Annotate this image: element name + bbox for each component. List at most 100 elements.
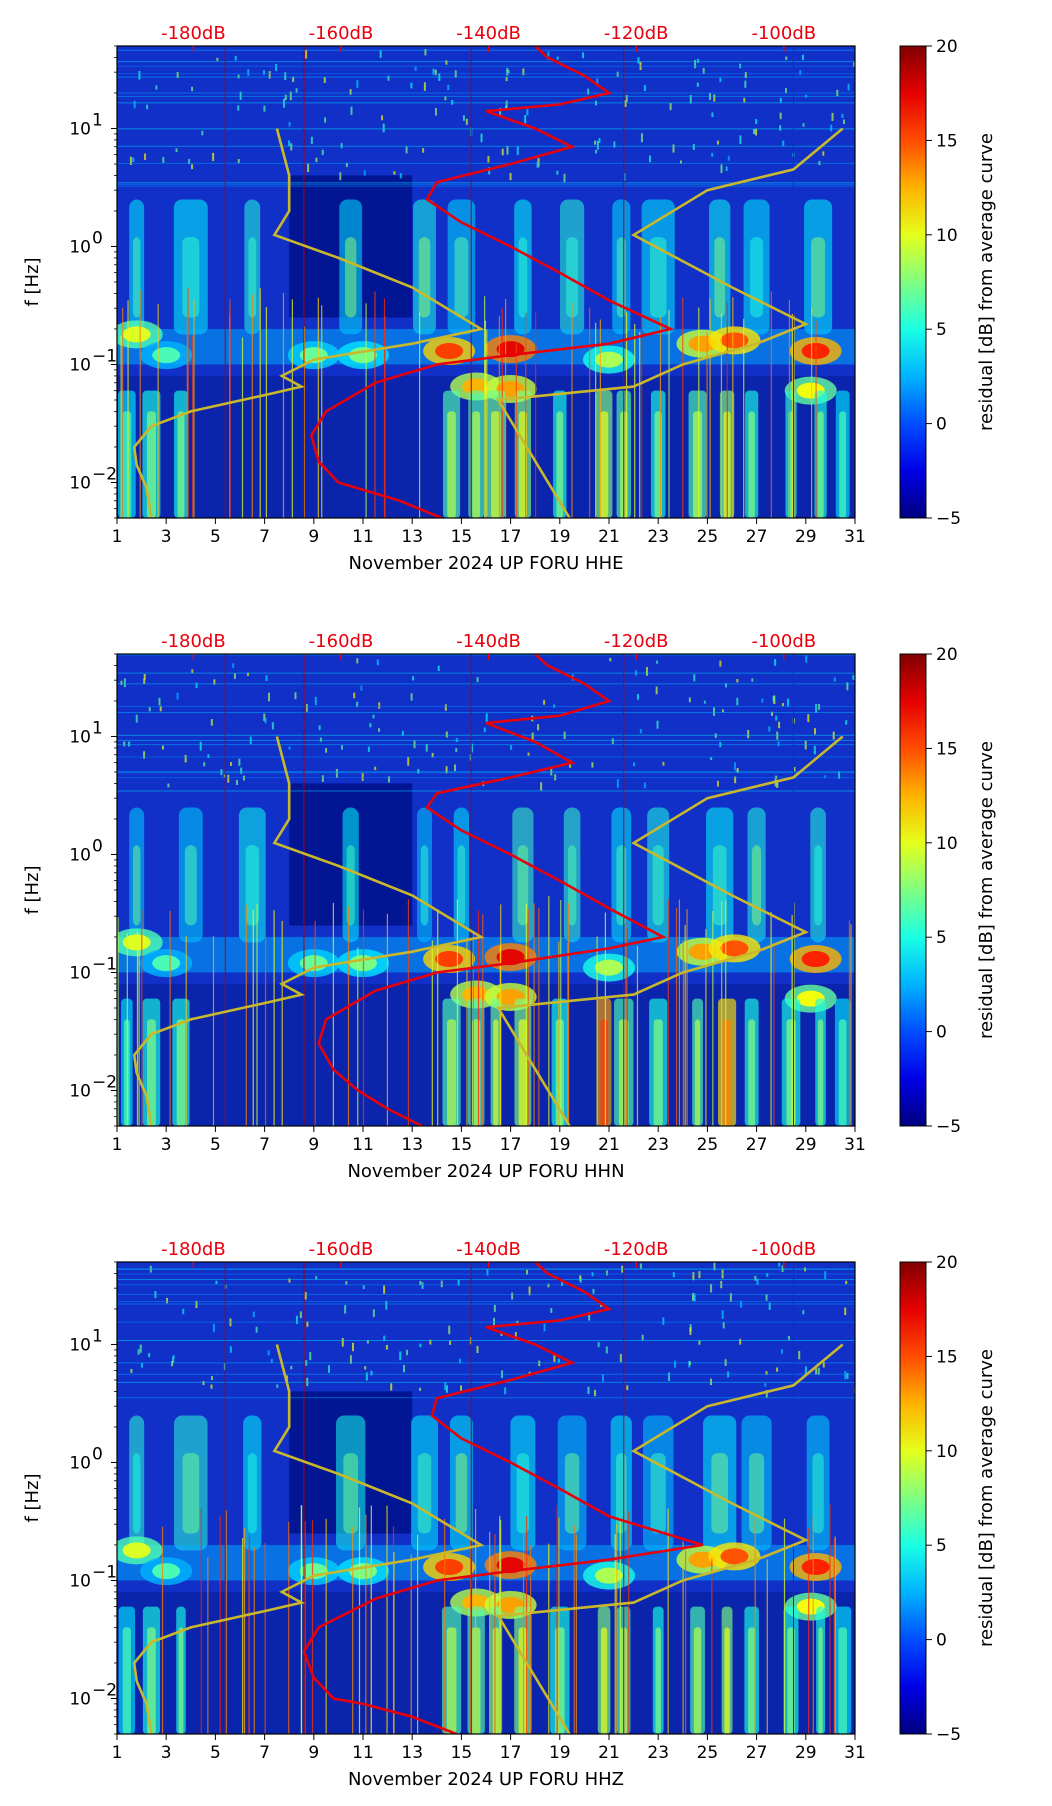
x-tick-label: 17 xyxy=(500,1743,522,1763)
colorbar-label: residual [dB] from average curve xyxy=(976,133,997,431)
hf-speckle xyxy=(802,123,805,127)
hf-speckle xyxy=(143,674,146,680)
hf-speckle xyxy=(290,143,293,151)
hf-speckle xyxy=(319,737,322,742)
energy-spot xyxy=(122,326,151,343)
hf-speckle xyxy=(500,1332,503,1336)
low-freq-column-core xyxy=(147,1627,156,1734)
hf-speckle xyxy=(405,146,408,154)
yellow-curve-left xyxy=(132,128,485,518)
hf-speckle xyxy=(516,1320,519,1325)
hf-speckle xyxy=(363,170,366,176)
colorbar-tick-label: 15 xyxy=(936,131,958,151)
low-freq-column-core xyxy=(122,411,132,518)
yellow-curve-right xyxy=(496,735,844,1126)
db-scale-label: -160dB xyxy=(309,1239,374,1260)
x-tick-label: 1 xyxy=(112,1135,123,1155)
energy-spot xyxy=(720,940,749,957)
x-tick-label: 17 xyxy=(500,527,522,547)
hf-speckle xyxy=(130,1368,133,1373)
hf-speckle xyxy=(419,1343,422,1348)
hf-speckle xyxy=(597,1342,600,1348)
db-scale-label: -160dB xyxy=(309,631,374,652)
hf-speckle xyxy=(462,115,465,121)
hf-speckle xyxy=(309,1352,312,1361)
yellow-curve-right xyxy=(496,127,844,518)
energy-spot xyxy=(595,1567,623,1584)
hf-speckle xyxy=(365,1372,368,1381)
hf-speckle xyxy=(288,122,291,127)
hf-speckle xyxy=(378,728,381,732)
hf-speckle xyxy=(369,723,372,728)
hf-speckle xyxy=(688,697,691,703)
hf-speckle xyxy=(506,67,509,76)
hf-speckle xyxy=(556,56,559,60)
plume-core xyxy=(457,845,466,926)
hf-speckle xyxy=(382,123,385,133)
hf-speckle xyxy=(616,779,619,788)
db-scale-label: -100dB xyxy=(751,1239,816,1260)
plume-core xyxy=(182,237,200,318)
hf-speckle xyxy=(505,76,508,82)
x-tick-label: 7 xyxy=(259,1743,270,1763)
energy-spot xyxy=(595,351,623,368)
x-tick-label: 25 xyxy=(697,1135,719,1155)
hf-speckle xyxy=(626,1385,629,1391)
hf-speckle xyxy=(401,730,404,736)
hf-speckle xyxy=(429,1339,432,1345)
hf-speckle xyxy=(765,1371,768,1375)
energy-spot xyxy=(152,1563,181,1580)
hf-speckle xyxy=(202,1381,205,1386)
hf-speckle xyxy=(563,173,566,183)
plume-core xyxy=(417,1453,432,1534)
spectrogram xyxy=(117,654,855,1126)
yellow-curve-right xyxy=(496,1343,844,1734)
hf-speckle xyxy=(120,680,123,685)
plume-core xyxy=(650,1453,666,1534)
hf-speckle xyxy=(538,1360,541,1367)
hf-speckle xyxy=(744,80,747,88)
hf-speckle xyxy=(777,741,780,747)
hf-speckle xyxy=(372,1309,375,1318)
hf-speckle xyxy=(144,153,147,161)
hf-speckle xyxy=(703,700,706,704)
low-freq-column-core xyxy=(518,1627,528,1734)
hf-speckle xyxy=(234,56,237,61)
hf-speckle xyxy=(547,1283,550,1288)
hf-speckle xyxy=(353,692,356,699)
hf-speckle xyxy=(263,70,266,75)
low-freq-column-core xyxy=(146,411,156,518)
hf-speckle xyxy=(132,157,135,163)
hf-speckle xyxy=(407,756,410,766)
colorbar-tick-label: 0 xyxy=(936,1631,947,1651)
y-tick-label: 10 xyxy=(69,1335,91,1355)
x-tick-label: 7 xyxy=(259,1135,270,1155)
hf-speckle xyxy=(805,655,808,663)
plume-core xyxy=(132,237,141,318)
plume-core xyxy=(750,237,764,318)
hf-speckle xyxy=(736,678,739,683)
y-tick-exponent: −1 xyxy=(92,954,117,974)
hf-speckle xyxy=(697,58,700,63)
plume-core xyxy=(516,1453,530,1534)
hf-speckle xyxy=(595,149,598,154)
low-freq-column-core xyxy=(694,1019,701,1126)
hf-speckle xyxy=(451,99,454,105)
hf-speckle xyxy=(536,161,539,168)
hf-speckle xyxy=(639,729,642,734)
hf-speckle xyxy=(455,748,458,753)
plume-core xyxy=(184,845,197,926)
hf-speckle xyxy=(609,657,612,662)
hf-speckle xyxy=(514,1332,517,1340)
low-freq-column-core xyxy=(447,411,456,518)
hf-speckle xyxy=(246,672,249,676)
db-scale-label: -140dB xyxy=(456,1239,521,1260)
x-tick-label: 11 xyxy=(352,1743,374,1763)
hf-speckle xyxy=(765,1390,768,1398)
hf-speckle xyxy=(733,762,736,771)
x-tick-label: 15 xyxy=(451,527,473,547)
hf-speckle xyxy=(457,1279,460,1286)
hf-speckle xyxy=(419,1387,422,1392)
hf-speckle xyxy=(267,1350,270,1356)
hf-speckle xyxy=(483,727,486,733)
